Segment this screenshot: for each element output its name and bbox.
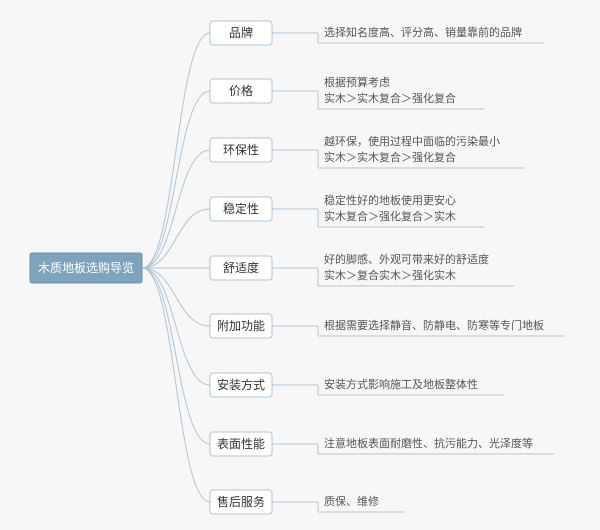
branch-label: 附加功能 <box>217 319 265 333</box>
desc-line: 稳定性好的地板使用更安心 <box>324 193 456 207</box>
desc-line: 越环保，使用过程中面临的污染最小 <box>324 134 500 148</box>
branch-label: 品牌 <box>229 26 253 40</box>
branch-label: 稳定性 <box>223 201 259 216</box>
connector-root-branch <box>142 268 210 385</box>
branch-label: 表面性能 <box>217 437 265 451</box>
branch-label: 安装方式 <box>217 377 265 392</box>
connector-root-branch <box>142 91 210 268</box>
desc-line: 质保、维修 <box>324 494 379 508</box>
branch-label: 舒适度 <box>223 260 259 275</box>
branch-label: 售后服务 <box>217 494 265 509</box>
mindmap-canvas: 木质地板选购导览 品牌 选择知名度高、评分高、销量靠前的品牌价格 根据预算考虑实木＞实… <box>0 0 600 530</box>
desc-line: 实木＞实木复合＞强化复合 <box>324 150 456 164</box>
desc-line: 实木＞复合实木＞强化实木 <box>324 268 456 282</box>
desc-line: 安装方式影响施工及地板整体性 <box>324 377 478 391</box>
desc-line: 实木＞实木复合＞强化复合 <box>324 91 456 105</box>
connector-root-branch <box>142 33 210 268</box>
root-label: 木质地板选购导览 <box>38 260 134 275</box>
desc-line: 选择知名度高、评分高、销量靠前的品牌 <box>324 25 522 39</box>
desc-line: 实木复合＞强化复合＞实木 <box>324 209 456 223</box>
desc-line: 根据需要选择静音、防静电、防寒等专门地板 <box>324 318 544 332</box>
connector-root-branch <box>142 150 210 268</box>
desc-line: 根据预算考虑 <box>324 75 390 89</box>
desc-line: 好的脚感、外观可带来好的舒适度 <box>324 252 489 266</box>
connector-root-branch <box>142 268 210 444</box>
branch-label: 价格 <box>229 83 253 98</box>
desc-line: 注意地板表面耐磨性、抗污能力、光泽度等 <box>324 436 533 450</box>
branch-label: 环保性 <box>223 143 259 157</box>
connector-root-branch <box>142 268 210 502</box>
